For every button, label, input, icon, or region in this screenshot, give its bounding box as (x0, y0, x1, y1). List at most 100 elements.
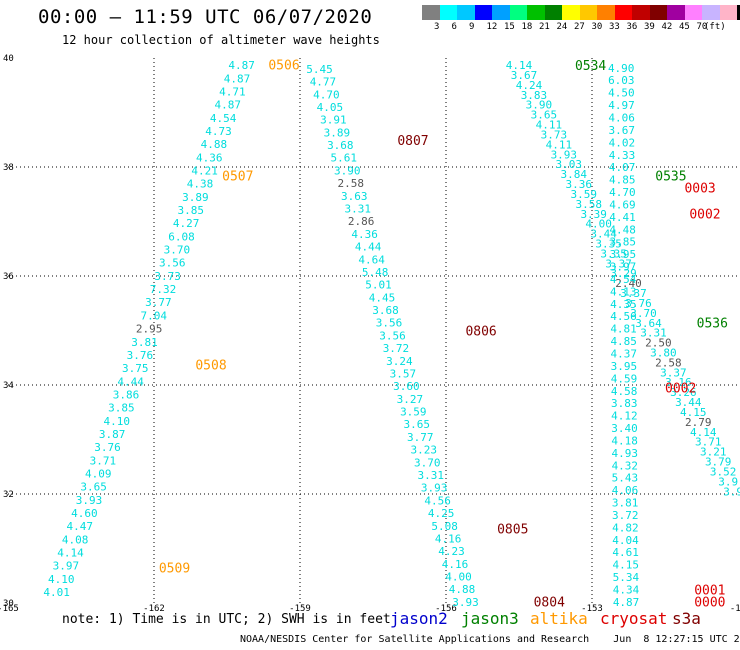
legend-swatch (597, 5, 615, 20)
wave-height-label: 4.12 (611, 410, 638, 423)
legend-tick-label: 36 (626, 22, 638, 32)
legend-swatch (509, 5, 527, 20)
wave-height-label: 4.44 (355, 241, 382, 254)
wave-height-label: 3.31 (417, 469, 444, 482)
wave-height-label: 4.11 (546, 138, 573, 151)
wave-height-label: 3.21 (700, 446, 727, 459)
wave-height-label: 3.97 (610, 261, 637, 274)
wave-height-label: 3.57 (390, 367, 417, 380)
wave-height-label: 4.10 (104, 415, 131, 428)
wave-height-label: 2.58 (338, 177, 365, 190)
legend-tick-label: 18 (521, 22, 533, 32)
legend-tick-label: 42 (661, 22, 673, 32)
legend-tick-label: 15 (504, 22, 515, 32)
wave-height-label: 3.68 (372, 304, 399, 317)
pass-time-label: 0003 (684, 182, 715, 197)
wave-height-label: 3.73 (541, 128, 568, 141)
wave-height-label: 3.73 (154, 270, 181, 283)
wave-height-label: 4.71 (219, 85, 246, 98)
wave-height-label: 3.35 (600, 247, 627, 260)
wave-height-label: 4.14 (690, 426, 717, 439)
pass-time-label: 0807 (397, 134, 428, 149)
wave-height-label: 3.71 (90, 454, 117, 467)
wave-height-label: 4.14 (506, 59, 533, 72)
x-tick-label: -153 (581, 604, 603, 614)
x-tick-label: -15 (730, 604, 740, 614)
pass-time-label: 0507 (222, 170, 253, 185)
wave-height-label: 3.68 (327, 139, 354, 152)
wave-height-label: 3.90 (334, 164, 361, 177)
wave-height-label: 4.54 (610, 273, 637, 286)
wave-height-label: 4.02 (609, 136, 636, 149)
wave-height-label: 3.35 (595, 237, 622, 250)
wave-height-label: 5.45 (306, 63, 333, 76)
wave-height-label: 4.47 (67, 520, 94, 533)
wave-height-label: 4.35 (610, 298, 637, 311)
legend-swatch (684, 5, 702, 20)
wave-height-label: 4.06 (608, 111, 635, 124)
wave-height-label: 3.93 (551, 148, 578, 161)
wave-height-label: 4.10 (48, 573, 75, 586)
wave-height-label: 4.24 (516, 79, 543, 92)
satellite-label-jason2: jason2 (390, 609, 448, 628)
wave-height-label: 5.48 (362, 266, 389, 279)
wave-height-label: 4.70 (609, 186, 636, 199)
wave-height-label: 3.56 (159, 257, 186, 270)
wave-height-label: 4.61 (612, 546, 639, 559)
y-tick-label: 38 (3, 163, 14, 173)
legend-swatch (474, 5, 492, 20)
legend-tick-label: 45 (679, 22, 690, 32)
y-tick-label: 30 (3, 599, 14, 609)
wave-height-label: 3.60 (393, 380, 420, 393)
wave-height-label: 3.26 (670, 386, 697, 399)
wave-height-label: 3.71 (695, 436, 722, 449)
wave-height-label: 4.81 (610, 323, 637, 336)
wave-height-label: 4.77 (310, 76, 337, 89)
satellite-label-altika: altika (530, 609, 588, 628)
legend-swatch (562, 5, 580, 20)
wave-height-label: 4.00 (445, 571, 472, 584)
wave-height-label: 3.65 (80, 481, 107, 494)
wave-height-label: 3.89 (182, 191, 209, 204)
wave-height-label: 4.56 (424, 494, 451, 507)
wave-height-label: 3.70 (630, 307, 657, 320)
wave-height-label: 3.65 (404, 418, 431, 431)
wave-height-label: 4.33 (609, 149, 636, 162)
pass-time-label: 0534 (575, 59, 606, 74)
y-tick-label: 32 (3, 490, 14, 500)
wave-height-label: 4.21 (191, 164, 218, 177)
wave-height-label: 4.60 (71, 507, 98, 520)
wave-height-label: 3.77 (407, 431, 434, 444)
wave-height-label: 4.82 (612, 521, 639, 534)
wave-height-label: 2.50 (645, 337, 672, 350)
wave-height-label: 3.40 (611, 422, 638, 435)
wave-height-label: 3.87 (99, 428, 126, 441)
wave-height-label: 3.37 (605, 257, 632, 270)
wave-height-label: 3.93 (452, 596, 479, 609)
pass-time-label: 0002 (689, 207, 720, 222)
wave-height-label: 3.67 (609, 124, 636, 137)
x-tick-label: -162 (143, 604, 165, 614)
wave-height-label: 3.59 (570, 188, 597, 201)
wave-height-label: 3.9 (718, 475, 738, 488)
wave-height-label: 4.64 (358, 253, 385, 266)
wave-height-label: 3.81 (612, 497, 639, 510)
wave-height-label: 3.52 (710, 465, 737, 478)
wave-height-label: 3.75 (122, 362, 149, 375)
wave-height-label: 3.65 (531, 109, 558, 122)
wave-height-label: 3.58 (575, 198, 602, 211)
x-tick-label: -159 (289, 604, 311, 614)
legend-tick-label: 12 (486, 22, 498, 32)
wave-height-label: 5.43 (612, 472, 639, 485)
wave-height-label: 3.31 (640, 327, 667, 340)
wave-height-label: 4.37 (611, 347, 638, 360)
y-tick-label: 36 (3, 272, 14, 282)
wave-height-label: 4.07 (609, 161, 636, 174)
wave-height-label: 3.76 (127, 349, 154, 362)
wave-height-label: 4.05 (317, 101, 344, 114)
wave-height-label: 5.01 (365, 279, 392, 292)
wave-height-label: 3.85 (177, 204, 204, 217)
wave-height-label: 6.03 (608, 74, 635, 87)
y-tick-label: 40 (3, 54, 14, 64)
